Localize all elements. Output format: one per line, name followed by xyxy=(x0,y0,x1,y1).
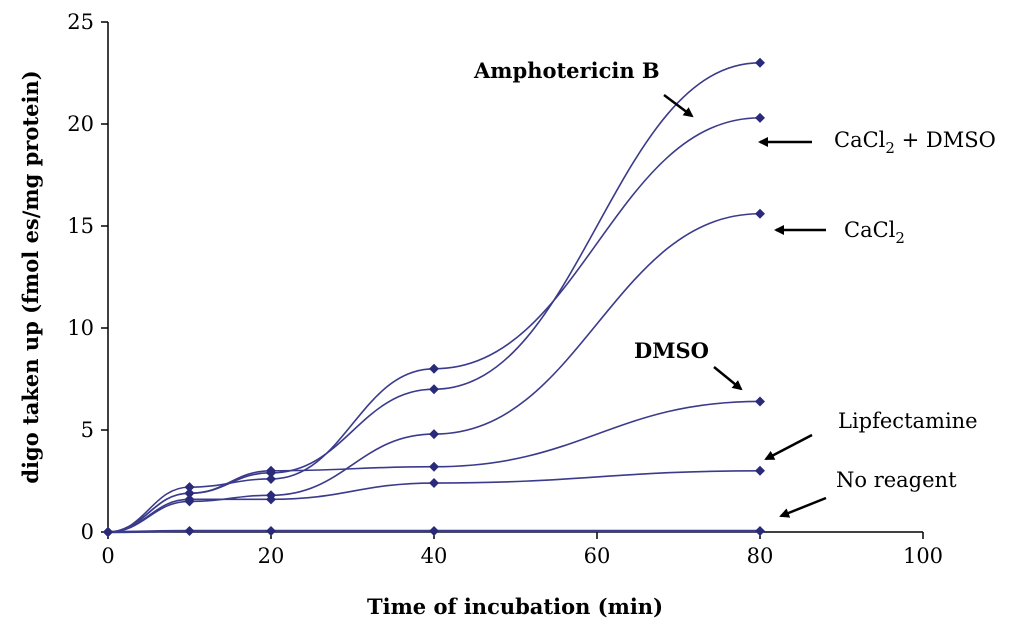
y-tick-label: 5 xyxy=(81,418,94,442)
arrow-lipfectamine xyxy=(764,433,813,461)
y-tick-label: 20 xyxy=(67,112,94,136)
y-axis-title: digo taken up (fmol es/mg protein) xyxy=(18,70,43,483)
x-tick-label: 20 xyxy=(258,544,285,568)
data-point-amphotericin-b xyxy=(755,57,765,68)
data-point-lipfectamine xyxy=(755,465,765,476)
data-point-no-reagent xyxy=(266,525,276,536)
data-point-cacl2-dmso xyxy=(755,112,765,123)
y-tick-label: 10 xyxy=(67,316,94,340)
data-point-dmso xyxy=(755,396,765,407)
axes xyxy=(107,22,923,533)
x-axis-title: Time of incubation (min) xyxy=(367,594,663,619)
y-tick-label: 0 xyxy=(81,520,94,544)
series-line-cacl2 xyxy=(107,212,761,533)
arrow-dmso xyxy=(713,366,743,391)
annotations: Amphotericin B CaCl2 + DMSO CaCl2 DMSO L… xyxy=(473,58,996,518)
y-tick-label: 15 xyxy=(67,214,94,238)
x-tick-label: 100 xyxy=(903,544,943,568)
data-point-cacl2 xyxy=(429,429,439,440)
data-point-cacl2-dmso xyxy=(266,473,276,484)
data-point-no-reagent xyxy=(103,527,113,537)
data-point-dmso xyxy=(429,461,439,472)
arrow-no-reagent xyxy=(779,496,827,518)
annotation-dmso: DMSO xyxy=(634,338,709,363)
annotation-lipfectamine: Lipfectamine xyxy=(838,409,978,433)
series-line-amphotericin-b xyxy=(107,62,761,533)
data-point-cacl2-dmso xyxy=(429,363,439,374)
arrow-amphotericin-b xyxy=(663,94,694,118)
ticks: 0 20 40 60 80 100 0 5 10 15 20 25 xyxy=(67,10,943,568)
data-point-cacl2 xyxy=(755,208,765,219)
series-line-lipfectamine xyxy=(107,470,761,533)
data-point-dmso xyxy=(184,488,195,499)
x-tick-label: 40 xyxy=(421,544,448,568)
data-point-lipfectamine xyxy=(184,494,195,505)
series-line-no-reagent xyxy=(107,529,760,534)
annotation-cacl2: CaCl2 xyxy=(844,218,905,247)
data-point-amphotericin-b xyxy=(429,384,439,395)
x-tick-label: 80 xyxy=(747,544,774,568)
annotation-amphotericin-b: Amphotericin B xyxy=(473,58,660,83)
data-point-cacl2-dmso xyxy=(184,482,195,493)
x-tick-label: 0 xyxy=(101,544,114,568)
x-tick-label: 60 xyxy=(584,544,611,568)
data-point-lipfectamine xyxy=(266,494,276,505)
data-point-dmso xyxy=(266,465,276,476)
series-line-dmso xyxy=(107,400,761,533)
annotation-cacl2-dmso: CaCl2 + DMSO xyxy=(834,128,996,157)
series-markers xyxy=(103,57,765,537)
data-point-no-reagent xyxy=(184,525,195,536)
data-point-no-reagent xyxy=(429,525,439,536)
data-point-no-reagent xyxy=(755,525,765,536)
annotation-no-reagent: No reagent xyxy=(836,468,957,492)
y-tick-label: 25 xyxy=(67,10,94,34)
series-lines xyxy=(107,62,761,534)
data-point-lipfectamine xyxy=(429,478,439,489)
